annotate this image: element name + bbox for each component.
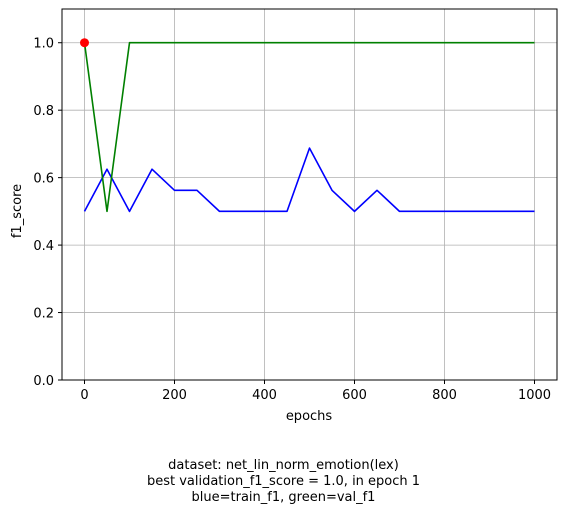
x-tick-label: 600 (342, 388, 367, 403)
grid (62, 9, 557, 381)
ticks: 0 200 400 600 800 1000 0.0 0.2 0.4 0.6 0.8 1.0 (33, 37, 551, 403)
caption-legend: blue=train_f1, green=val_f1 (191, 490, 376, 505)
y-tick-label: 0.2 (33, 307, 54, 322)
y-tick-label: 0.6 (33, 172, 54, 187)
x-tick-label: 800 (432, 388, 457, 403)
train-f1-line (83, 147, 535, 213)
plot-frame (61, 8, 558, 381)
series-layer (83, 41, 535, 213)
x-tick-label: 200 (162, 388, 187, 403)
x-axis-label: epochs (286, 409, 333, 424)
best-epoch-marker (80, 38, 89, 48)
y-tick-label: 1.0 (33, 37, 54, 52)
caption-dataset: dataset: net_lin_norm_emotion(lex) (168, 458, 399, 473)
val-f1-line (83, 41, 535, 213)
x-tick-label: 1000 (518, 388, 551, 403)
y-tick-label: 0.4 (33, 239, 54, 254)
caption-best-score: best validation_f1_score = 1.0, in epoch… (146, 474, 421, 489)
marker-layer (80, 38, 89, 48)
chart: 0 200 400 600 800 1000 0.0 0.2 0.4 0.6 0.8 1.0 epoc… (10, 8, 558, 424)
y-tick-label: 0.0 (33, 374, 54, 389)
x-tick-label: 0 (80, 388, 88, 403)
x-tick-label: 400 (252, 388, 277, 403)
y-axis-label: f1_score (10, 184, 25, 238)
y-tick-label: 0.8 (33, 104, 54, 119)
caption: dataset: net_lin_norm_emotion(lex) best … (0, 458, 567, 506)
